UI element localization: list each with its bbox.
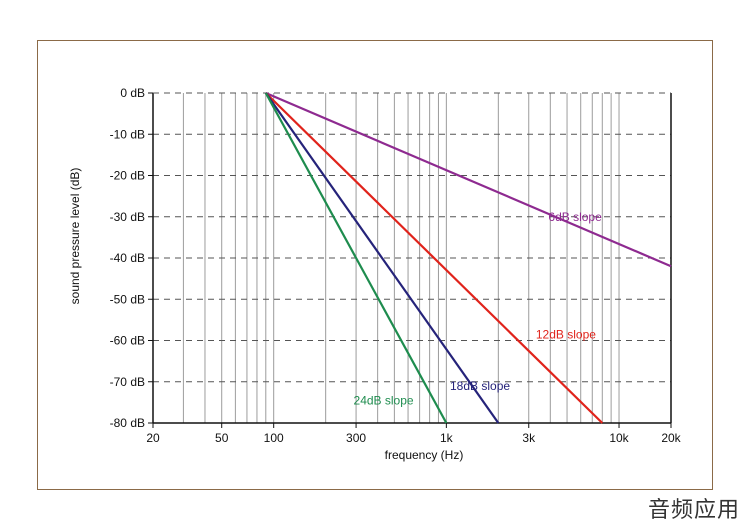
x-tick-label: 100 <box>264 431 284 445</box>
y-tick-label: -50 dB <box>110 292 145 306</box>
y-tick-label: 0 dB <box>120 86 145 100</box>
series-line-18db-slope <box>264 92 500 424</box>
series-lines <box>264 91 672 424</box>
series-line-6db-slope <box>265 91 672 268</box>
series-label: 18dB slope <box>450 379 510 393</box>
y-tick-label: -10 dB <box>110 127 145 141</box>
y-tick-label: -60 dB <box>110 334 145 348</box>
watermark-text: 音频应用 <box>647 498 740 523</box>
x-tick-label: 10k <box>609 431 629 445</box>
series-line-24db-slope <box>264 92 448 424</box>
series-label: 12dB slope <box>536 327 596 341</box>
grid <box>153 93 671 423</box>
series-label: 6dB slope <box>548 210 602 224</box>
x-tick-label: 20k <box>661 431 681 445</box>
x-tick-label: 20 <box>146 431 160 445</box>
y-tick-label: -30 dB <box>110 210 145 224</box>
x-axis-label: frequency (Hz) <box>385 448 464 462</box>
series-labels: 6dB slope 12dB slope 18dB slope 24dB slope <box>354 210 603 408</box>
x-tick-label: 300 <box>346 431 366 445</box>
x-tick-label: 50 <box>215 431 229 445</box>
tick-labels: 0 dB -10 dB -20 dB -30 dB -40 dB -50 dB -60 dB… <box>110 86 682 445</box>
x-tick-label: 1k <box>440 431 454 445</box>
chart-frame <box>37 40 713 490</box>
x-tick-label: 3k <box>522 431 536 445</box>
series-label: 24dB slope <box>354 393 414 407</box>
y-axis-label: sound pressure level (dB) <box>68 168 82 305</box>
y-tick-label: -20 dB <box>110 169 145 183</box>
y-tick-label: -70 dB <box>110 375 145 389</box>
series-line-12db-slope <box>265 92 604 424</box>
y-tick-label: -80 dB <box>110 416 145 430</box>
y-tick-label: -40 dB <box>110 251 145 265</box>
